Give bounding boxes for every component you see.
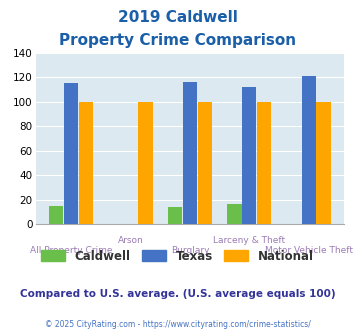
Bar <box>138 102 153 224</box>
Bar <box>49 206 64 224</box>
Bar <box>79 102 93 224</box>
Bar <box>242 87 256 224</box>
Text: © 2025 CityRating.com - https://www.cityrating.com/crime-statistics/: © 2025 CityRating.com - https://www.city… <box>45 320 310 329</box>
Text: Motor Vehicle Theft: Motor Vehicle Theft <box>265 246 353 255</box>
Bar <box>198 102 212 224</box>
Bar <box>168 207 182 224</box>
Text: Property Crime Comparison: Property Crime Comparison <box>59 33 296 48</box>
Bar <box>64 83 78 224</box>
Text: Compared to U.S. average. (U.S. average equals 100): Compared to U.S. average. (U.S. average … <box>20 289 335 299</box>
Legend: Caldwell, Texas, National: Caldwell, Texas, National <box>38 246 317 266</box>
Text: 2019 Caldwell: 2019 Caldwell <box>118 10 237 25</box>
Bar <box>302 76 316 224</box>
Text: Burglary: Burglary <box>171 246 209 255</box>
Text: Larceny & Theft: Larceny & Theft <box>213 236 285 245</box>
Bar <box>257 102 271 224</box>
Text: Arson: Arson <box>118 236 143 245</box>
Bar <box>227 204 242 224</box>
Text: All Property Crime: All Property Crime <box>30 246 113 255</box>
Bar <box>316 102 331 224</box>
Bar <box>183 82 197 224</box>
